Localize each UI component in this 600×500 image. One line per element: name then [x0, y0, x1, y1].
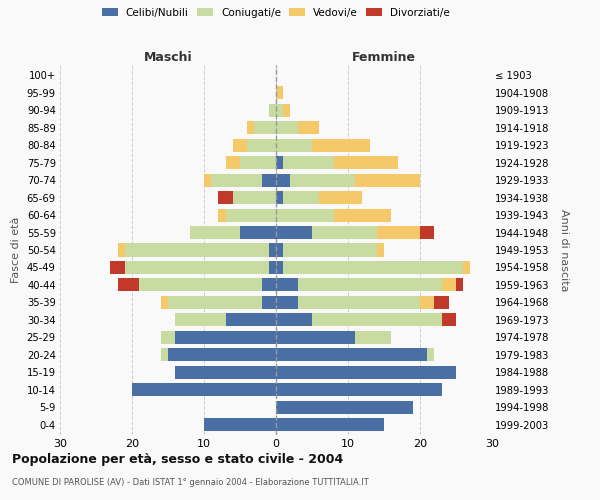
Bar	[377, 244, 384, 256]
Bar	[262, 278, 276, 291]
Bar	[161, 348, 168, 362]
Bar	[334, 156, 398, 170]
Legend: Celibi/Nubili, Coniugati/e, Vedovi/e, Divorziati/e: Celibi/Nubili, Coniugati/e, Vedovi/e, Di…	[102, 8, 450, 18]
Bar	[283, 261, 463, 274]
Text: Popolazione per età, sesso e stato civile - 2004: Popolazione per età, sesso e stato civil…	[12, 452, 343, 466]
Bar	[427, 348, 434, 362]
Bar	[420, 296, 434, 309]
Bar	[175, 314, 226, 326]
Bar	[298, 278, 442, 291]
Bar	[312, 138, 370, 152]
Bar	[125, 261, 269, 274]
Bar	[211, 174, 262, 186]
Bar	[276, 400, 413, 413]
Bar	[334, 208, 391, 222]
Bar	[276, 208, 334, 222]
Bar	[262, 174, 276, 186]
Bar	[290, 174, 355, 186]
Bar	[355, 330, 391, 344]
Bar	[218, 208, 226, 222]
Bar	[204, 418, 276, 431]
Bar	[161, 330, 175, 344]
Bar	[355, 174, 420, 186]
Bar	[262, 296, 276, 309]
Bar	[276, 138, 312, 152]
Bar	[240, 226, 276, 239]
Bar	[463, 261, 470, 274]
Bar	[139, 278, 262, 291]
Bar	[110, 261, 125, 274]
Bar	[168, 296, 262, 309]
Bar	[319, 191, 362, 204]
Bar	[269, 261, 276, 274]
Bar	[420, 226, 434, 239]
Bar	[283, 244, 377, 256]
Bar	[276, 244, 283, 256]
Bar	[204, 174, 211, 186]
Bar	[276, 174, 290, 186]
Bar	[226, 314, 276, 326]
Bar	[269, 244, 276, 256]
Bar	[434, 296, 449, 309]
Bar	[276, 383, 442, 396]
Bar	[283, 156, 334, 170]
Bar	[175, 330, 276, 344]
Bar	[247, 122, 254, 134]
Bar	[276, 366, 456, 378]
Bar	[312, 314, 442, 326]
Bar	[218, 191, 233, 204]
Bar	[298, 296, 420, 309]
Bar	[283, 104, 290, 117]
Bar	[276, 418, 384, 431]
Bar	[125, 244, 269, 256]
Bar	[226, 156, 240, 170]
Bar	[377, 226, 420, 239]
Bar	[276, 348, 427, 362]
Bar	[240, 156, 276, 170]
Bar	[276, 104, 283, 117]
Bar	[276, 86, 283, 100]
Bar	[276, 226, 312, 239]
Bar	[161, 296, 168, 309]
Bar	[312, 226, 377, 239]
Bar	[442, 278, 456, 291]
Bar	[233, 138, 247, 152]
Bar	[118, 244, 125, 256]
Bar	[233, 191, 276, 204]
Bar	[276, 156, 283, 170]
Bar	[442, 314, 456, 326]
Bar	[276, 261, 283, 274]
Bar	[132, 383, 276, 396]
Bar	[456, 278, 463, 291]
Bar	[118, 278, 139, 291]
Text: Maschi: Maschi	[143, 51, 193, 64]
Bar	[276, 278, 298, 291]
Bar	[175, 366, 276, 378]
Bar	[276, 191, 283, 204]
Bar	[190, 226, 240, 239]
Bar	[276, 314, 312, 326]
Text: COMUNE DI PAROLISE (AV) - Dati ISTAT 1° gennaio 2004 - Elaborazione TUTTITALIA.I: COMUNE DI PAROLISE (AV) - Dati ISTAT 1° …	[12, 478, 369, 487]
Bar	[276, 296, 298, 309]
Bar	[168, 348, 276, 362]
Bar	[283, 191, 319, 204]
Bar	[269, 104, 276, 117]
Bar	[298, 122, 319, 134]
Text: Femmine: Femmine	[352, 51, 416, 64]
Bar	[226, 208, 276, 222]
Bar	[254, 122, 276, 134]
Bar	[276, 330, 355, 344]
Bar	[247, 138, 276, 152]
Bar	[276, 122, 298, 134]
Y-axis label: Anni di nascita: Anni di nascita	[559, 209, 569, 291]
Y-axis label: Fasce di età: Fasce di età	[11, 217, 21, 283]
